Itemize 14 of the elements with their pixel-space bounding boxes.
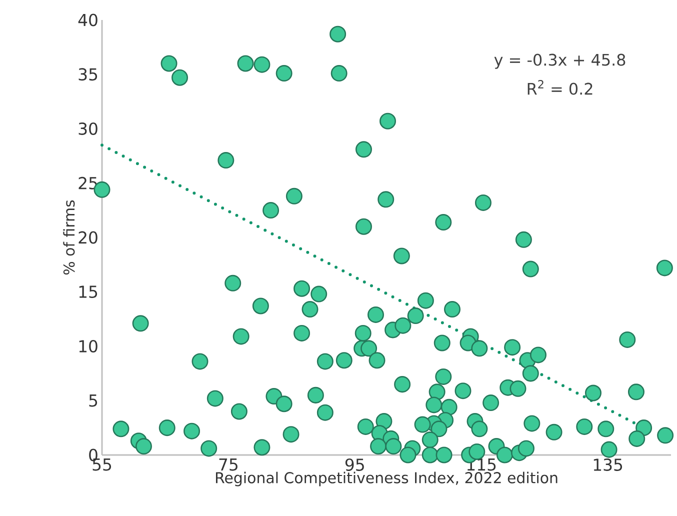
y-tick-label: 10 — [79, 340, 98, 352]
x-tick-label: 135 — [594, 458, 622, 471]
y-tick-label: 35 — [78, 68, 98, 81]
annotation: y = -0.3x + 45.8 — [494, 54, 626, 69]
y-tick-label: 30 — [78, 122, 98, 135]
y-axis-title: % of firms — [63, 200, 75, 275]
x-tick-label: 75 — [219, 458, 238, 471]
y-tick-label: 15 — [79, 286, 98, 298]
y-tick-label: 40 — [78, 14, 98, 26]
x-axis-title: Regional Competitiveness Index, 2022 edition — [216, 472, 558, 486]
x-tick-label: 95 — [345, 458, 364, 471]
y-tick-label: 20 — [78, 231, 98, 244]
y-tick-label: 5 — [89, 394, 98, 407]
annotation: R$^{2}$ = 0.2 — [528, 80, 592, 95]
